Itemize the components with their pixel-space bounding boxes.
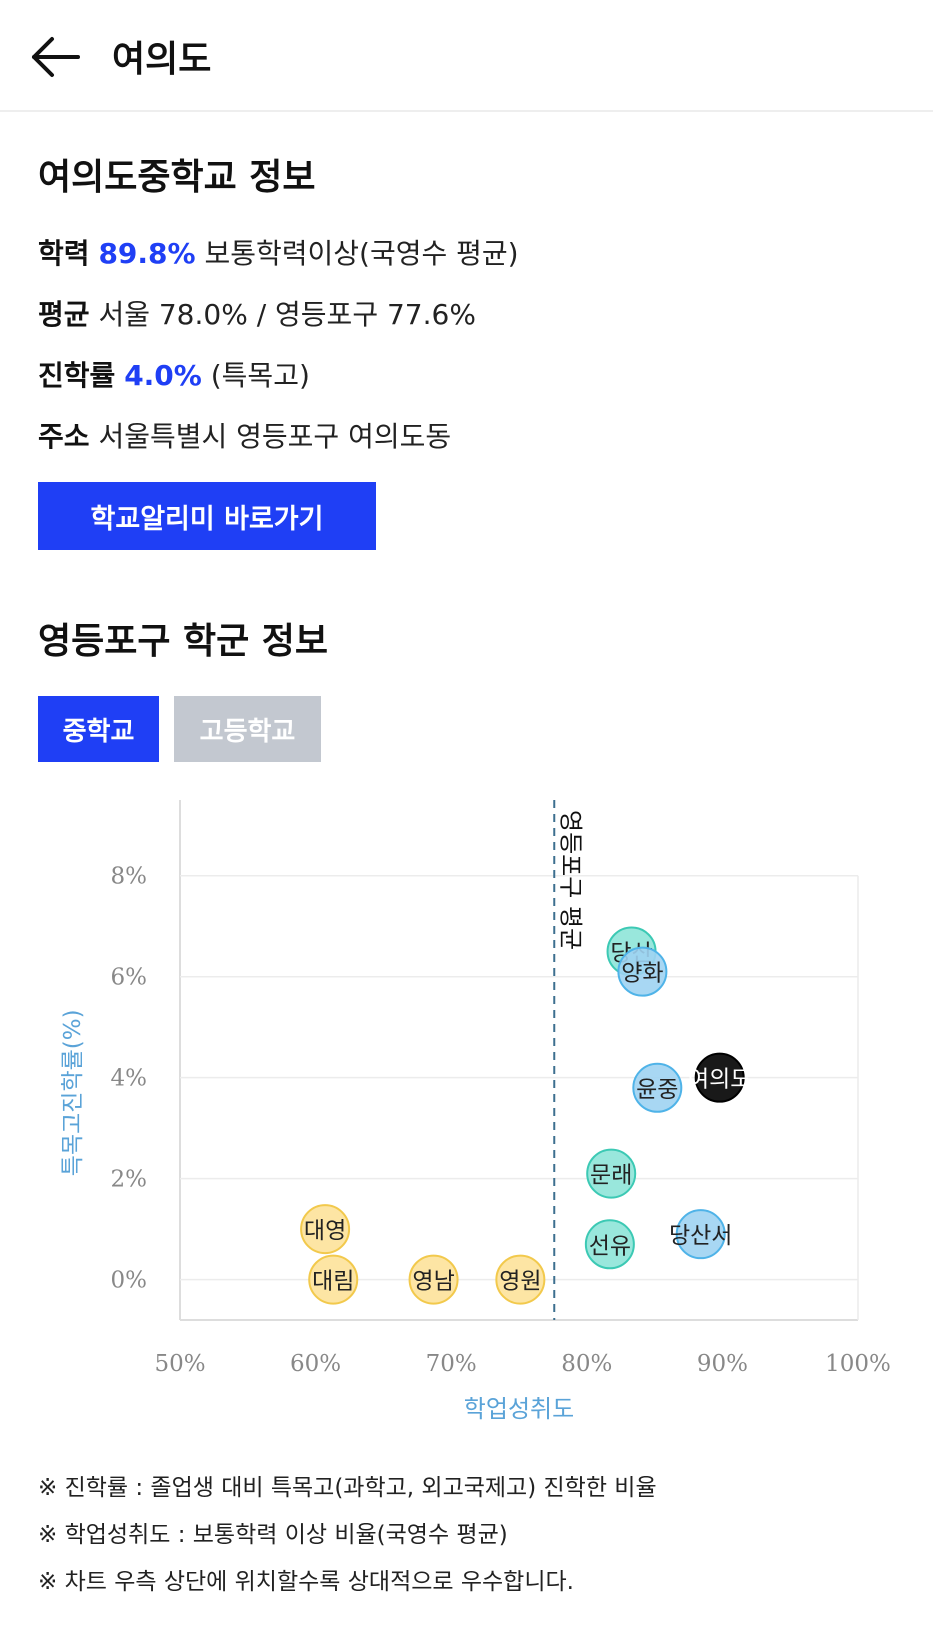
advance-row: 진학률 4.0% (특목고) (38, 354, 310, 394)
note-chart-position: ※ 차트 우측 상단에 위치할수록 상대적으로 우수합니다. (38, 1569, 574, 1595)
advance-value: 4.0% (124, 359, 202, 392)
data-point-label: 영원 (499, 1269, 541, 1295)
average-row: 평균 서울 78.0% / 영등포구 77.6% (38, 293, 476, 333)
data-point-label: 대림 (312, 1269, 354, 1295)
x-tick-label: 100% (825, 1351, 891, 1377)
x-axis-label: 학업성취도 (464, 1395, 574, 1423)
arrow-left-icon (32, 37, 80, 77)
data-point (495, 1254, 546, 1305)
school-info-title: 여의도중학교 정보 (38, 157, 316, 198)
advance-suffix: (특목고) (210, 359, 310, 392)
average-text: 서울 78.0% / 영등포구 77.6% (98, 298, 476, 331)
address-label: 주소 (38, 420, 90, 453)
data-point-label: 대영 (304, 1218, 346, 1244)
average-label: 평균 (38, 298, 90, 331)
achievement-row: 학력 89.8% 보통학력이상(국영수 평균) (38, 232, 519, 272)
data-point-label: 양화 (621, 961, 663, 987)
data-point-label: 문래 (590, 1163, 632, 1189)
y-tick-label: 8% (111, 864, 148, 890)
x-tick-label: 60% (290, 1351, 341, 1377)
reference-line-label: 영등포구 평균 (556, 810, 584, 950)
achievement-label: 학력 (38, 237, 90, 270)
data-point (308, 1254, 359, 1305)
scatter-chart-svg: 0% 2% 4% 6% 8% 50% 60% 70% 80% 90% 100% 학업성취도 특목고진학률… (60, 800, 891, 1423)
x-tick-label: 80% (561, 1351, 612, 1377)
y-tick-label: 4% (111, 1066, 148, 1092)
data-point-label: 영남 (412, 1269, 454, 1295)
page-title: 여의도 (112, 39, 212, 80)
address-text: 서울특별시 영등포구 여의도동 (98, 420, 452, 453)
scatter-chart: 0% 2% 4% 6% 8% 50% 60% 70% 80% 90% 100% 학업성취도 특목고진학률… (0, 790, 933, 1450)
data-point-label: 윤중 (636, 1077, 678, 1103)
top-bar: 여의도 (0, 0, 933, 112)
back-button[interactable] (28, 32, 82, 82)
y-tick-label: 2% (111, 1167, 148, 1193)
achievement-suffix: 보통학력이상(국영수 평균) (204, 237, 519, 270)
y-tick-label: 0% (111, 1268, 148, 1294)
school-alimi-button[interactable]: 학교알리미 바로가기 (38, 482, 376, 550)
achievement-value: 89.8% (98, 237, 196, 270)
data-point (300, 1204, 351, 1255)
data-point (408, 1254, 459, 1305)
x-tick-label: 50% (154, 1351, 205, 1377)
advance-label: 진학률 (38, 359, 116, 392)
y-tick-label: 6% (111, 965, 148, 991)
x-tick-label: 90% (697, 1351, 748, 1377)
data-point-label: 당산서 (669, 1223, 732, 1249)
district-info-title: 영등포구 학군 정보 (38, 621, 329, 662)
data-point-label: 여의도 (688, 1067, 751, 1093)
data-point (617, 946, 668, 997)
data-point (694, 1052, 745, 1103)
note-achievement: ※ 학업성취도 : 보통학력 이상 비율(국영수 평균) (38, 1522, 508, 1548)
x-tick-label: 70% (426, 1351, 477, 1377)
tab-middle-school[interactable]: 중학교 (38, 696, 159, 762)
data-point (584, 1219, 635, 1270)
y-axis-label: 특목고진학률(%) (60, 1009, 86, 1176)
data-point (675, 1209, 726, 1260)
tab-high-school[interactable]: 고등학교 (174, 696, 321, 762)
address-row: 주소 서울특별시 영등포구 여의도동 (38, 415, 451, 455)
note-advance-rate: ※ 진학률 : 졸업생 대비 특목고(과학고, 외고국제고) 진학한 비율 (38, 1475, 657, 1501)
data-point (586, 1148, 637, 1199)
data-point (632, 1062, 683, 1113)
data-point-label: 선유 (589, 1233, 631, 1259)
